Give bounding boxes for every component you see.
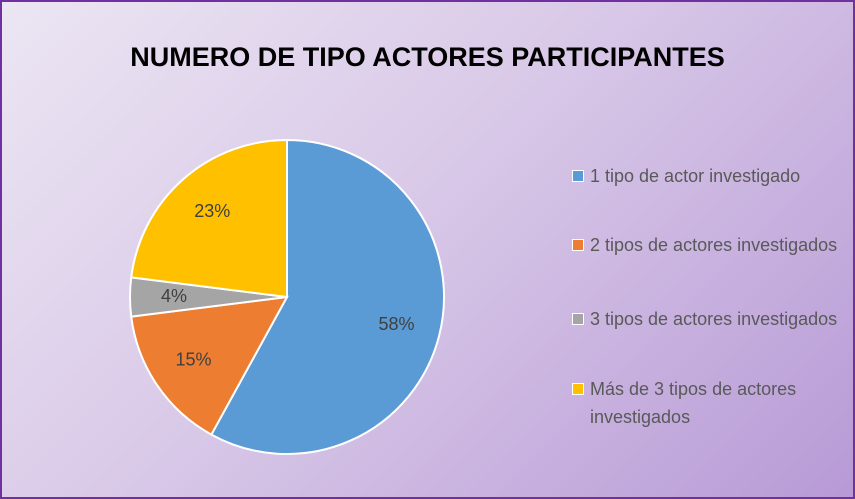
legend-swatch — [572, 383, 584, 395]
pie-slice — [130, 295, 289, 436]
legend-item: 1 tipo de actor investigado — [572, 162, 855, 190]
data-label: 15% — [175, 349, 211, 369]
legend-label: 3 tipos de actores investigados — [590, 309, 838, 329]
pie-slice — [130, 138, 288, 299]
legend-swatch — [572, 239, 584, 251]
data-label: 23% — [194, 201, 230, 221]
data-label: 4% — [161, 286, 187, 306]
legend-item: 2 tipos de actores investigados — [572, 231, 855, 259]
legend-item: 3 tipos de actores investigados — [572, 305, 855, 333]
legend-swatch — [572, 313, 584, 325]
legend-item: Más de 3 tipos de actores investigados — [572, 375, 855, 431]
legend-label: 2 tipos de actores investigados — [590, 235, 838, 255]
legend-label: Más de 3 tipos de actores investigados — [590, 379, 797, 427]
legend-label: 1 tipo de actor investigado — [590, 166, 801, 186]
data-label: 58% — [378, 314, 414, 334]
legend-swatch — [572, 170, 584, 182]
pie-slice — [210, 138, 445, 455]
chart-title: NUMERO DE TIPO ACTORES PARTICIPANTES — [130, 42, 725, 72]
